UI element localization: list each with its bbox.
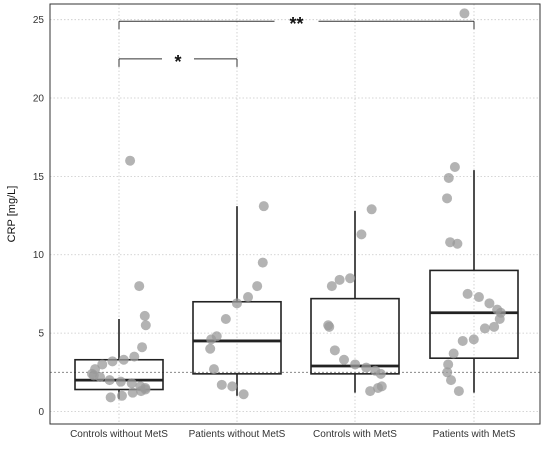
data-point bbox=[339, 354, 350, 365]
data-point bbox=[494, 314, 505, 324]
data-point bbox=[116, 390, 127, 401]
data-point bbox=[489, 321, 500, 332]
data-point bbox=[457, 335, 468, 346]
data-point bbox=[449, 161, 460, 172]
x-tick-label: Controls without MetS bbox=[70, 429, 168, 440]
box bbox=[429, 269, 519, 359]
x-tick-label: Patients without MetS bbox=[189, 429, 286, 440]
data-point bbox=[258, 201, 269, 212]
data-point bbox=[443, 359, 454, 370]
x-tick-label: Patients with MetS bbox=[433, 429, 516, 440]
data-point bbox=[443, 172, 454, 183]
data-point bbox=[257, 257, 268, 268]
data-point bbox=[468, 334, 479, 345]
data-point bbox=[205, 343, 216, 354]
data-point bbox=[206, 334, 217, 345]
y-tick-label: 20 bbox=[33, 94, 45, 105]
y-tick-label: 5 bbox=[38, 329, 44, 340]
data-point bbox=[452, 238, 463, 249]
data-point bbox=[361, 362, 372, 373]
data-point bbox=[484, 298, 495, 309]
data-point bbox=[97, 359, 108, 370]
data-point bbox=[473, 292, 484, 303]
data-point bbox=[252, 281, 263, 292]
data-point bbox=[324, 321, 335, 332]
data-point bbox=[127, 387, 138, 398]
data-point bbox=[459, 8, 470, 19]
data-point bbox=[104, 375, 115, 386]
data-point bbox=[365, 386, 376, 397]
y-tick-label: 10 bbox=[33, 250, 45, 261]
significance-label: * bbox=[174, 52, 181, 72]
data-point bbox=[446, 375, 457, 386]
data-point bbox=[356, 229, 367, 240]
data-point bbox=[462, 288, 473, 299]
data-point bbox=[125, 155, 136, 166]
box bbox=[310, 297, 400, 375]
data-point bbox=[243, 292, 254, 303]
data-point bbox=[136, 386, 147, 397]
significance-label: ** bbox=[289, 14, 303, 34]
plot-border bbox=[49, 3, 541, 425]
data-point bbox=[373, 382, 384, 393]
data-point bbox=[453, 386, 464, 397]
data-point bbox=[140, 320, 151, 331]
y-tick-label: 0 bbox=[38, 407, 44, 418]
data-point bbox=[137, 342, 148, 353]
data-point bbox=[479, 323, 490, 334]
data-point bbox=[442, 367, 453, 378]
data-point bbox=[350, 359, 361, 370]
data-point bbox=[326, 281, 337, 292]
y-tick-label: 15 bbox=[33, 172, 45, 183]
data-point bbox=[208, 364, 219, 375]
data-point bbox=[139, 310, 150, 321]
data-point bbox=[329, 345, 340, 356]
data-point bbox=[107, 356, 118, 367]
data-point bbox=[105, 392, 116, 403]
data-point bbox=[129, 351, 140, 362]
data-point bbox=[216, 379, 227, 390]
y-tick-label: 25 bbox=[33, 15, 45, 26]
data-point bbox=[442, 193, 453, 204]
data-point bbox=[238, 389, 249, 400]
data-point bbox=[345, 273, 356, 284]
data-point bbox=[375, 368, 386, 379]
data-point bbox=[95, 371, 106, 382]
data-point bbox=[334, 274, 345, 285]
data-point bbox=[220, 314, 231, 324]
data-point bbox=[118, 354, 129, 365]
data-point bbox=[366, 204, 377, 215]
x-tick-label: Controls with MetS bbox=[313, 429, 397, 440]
data-point bbox=[126, 378, 137, 389]
y-axis-title: CRP [mg/L] bbox=[6, 186, 18, 243]
data-point bbox=[231, 298, 242, 309]
data-point bbox=[134, 281, 145, 292]
data-point bbox=[115, 376, 126, 387]
data-point bbox=[448, 348, 459, 359]
data-point bbox=[227, 381, 238, 392]
